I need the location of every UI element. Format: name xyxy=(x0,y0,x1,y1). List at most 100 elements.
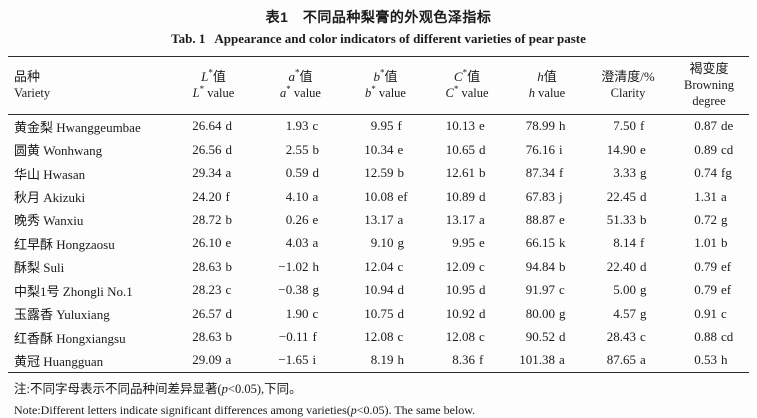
cell-number: 1.93 xyxy=(285,118,309,134)
cell-number: 28.63 xyxy=(192,258,222,274)
significance-letter: a xyxy=(397,211,404,227)
a-value-cell: −0.11 f xyxy=(257,325,344,348)
column-header-c-value: C*值 C* value xyxy=(427,56,507,115)
h-value-cell: 88.87 e xyxy=(507,208,587,231)
table-row: 秋月 Akizuki 24.20 f 4.10 a 10.08 ef 10.89 d 67.83 j… xyxy=(8,185,749,208)
cell-number: −0.38 xyxy=(278,282,309,298)
a-value-cell: −0.38 g xyxy=(257,279,344,302)
variety-cell: 玉露香 Yuluxiang xyxy=(14,307,110,323)
significance-letter: e xyxy=(479,118,485,134)
browning-degree-cell: 0.79 ef xyxy=(669,279,749,302)
cell-number: 1.01 xyxy=(694,235,717,251)
table-row: 圆黄 Wonhwang 26.56 d 2.55 b 10.34 e 10.65 d 76.16 i… xyxy=(8,138,749,161)
significance-letter: c xyxy=(312,118,319,134)
variety-cell: 红香酥 Hongxiangsu xyxy=(14,330,126,346)
header-zh: 褐变度 xyxy=(689,61,729,76)
cell-number: 0.87 xyxy=(694,118,717,134)
significance-letter: i xyxy=(559,141,563,157)
browning-degree-cell: 0.91 c xyxy=(669,302,749,325)
h-value-cell: 94.84 b xyxy=(507,255,587,278)
h-value-cell: 101.38 a xyxy=(507,349,587,372)
table-header: 品种 Variety L*值 L* value a*值 a* value b*值 b* val… xyxy=(8,56,749,115)
cell-number: 0.59 xyxy=(285,165,309,181)
cell-number: 0.88 xyxy=(694,329,717,345)
c-value-cell: 12.08 c xyxy=(427,325,507,348)
cell-number: 0.72 xyxy=(694,211,717,227)
cell-number: 94.84 xyxy=(525,258,555,274)
significance-letter: a xyxy=(225,165,232,181)
l-value-cell: 29.34 a xyxy=(170,161,257,184)
significance-letter: a xyxy=(312,188,319,204)
header-zh: a*值 xyxy=(288,67,313,84)
h-value-cell: 76.16 i xyxy=(507,138,587,161)
significance-letter: de xyxy=(721,118,734,134)
header-zh: 品种 xyxy=(14,69,41,84)
significance-letter: b xyxy=(640,211,647,227)
variety-cell: 酥梨 Suli xyxy=(14,260,65,276)
browning-degree-cell: 0.89 cd xyxy=(669,138,749,161)
cell-number: 0.26 xyxy=(285,211,309,227)
b-value-cell: 10.08 ef xyxy=(344,185,427,208)
cell-number: 80.00 xyxy=(525,305,555,321)
significance-letter: a xyxy=(312,235,319,251)
significance-letter: fg xyxy=(721,165,732,181)
header-en: Variety xyxy=(14,86,51,100)
c-value-cell: 8.36 f xyxy=(427,349,507,372)
column-header-h-value: h值 h value xyxy=(507,56,587,115)
significance-letter: f xyxy=(640,235,645,251)
l-value-cell: 28.72 b xyxy=(170,208,257,231)
l-value-cell: 26.57 d xyxy=(170,302,257,325)
significance-letter: c xyxy=(479,329,485,345)
significance-letter: b xyxy=(479,165,486,181)
cell-number: 7.50 xyxy=(613,118,636,134)
cell-number: 10.13 xyxy=(445,118,475,134)
clarity-cell: 22.40 d xyxy=(587,255,669,278)
cell-number: 10.08 xyxy=(364,188,394,204)
h-value-cell: 91.97 c xyxy=(507,279,587,302)
cell-number: 26.10 xyxy=(192,235,222,251)
significance-letter: d xyxy=(479,282,486,298)
significance-letter: f xyxy=(312,329,317,345)
significance-letter: c xyxy=(397,258,404,274)
header-en: Browning degree xyxy=(684,78,734,108)
significance-letter: g xyxy=(397,235,405,251)
significance-letter: a xyxy=(721,188,727,204)
significance-letter: a xyxy=(640,352,646,368)
cell-number: −1.65 xyxy=(278,352,309,368)
clarity-cell: 51.33 b xyxy=(587,208,669,231)
significance-letter: d xyxy=(640,258,647,274)
significance-letter: a xyxy=(225,352,232,368)
significance-letter: cd xyxy=(721,329,734,345)
a-value-cell: 4.10 a xyxy=(257,185,344,208)
cell-number: 28.63 xyxy=(192,329,222,345)
c-value-cell: 10.92 d xyxy=(427,302,507,325)
header-zh: h值 xyxy=(537,69,557,84)
pear-paste-color-table: 品种 Variety L*值 L* value a*值 a* value b*值 b* val… xyxy=(8,56,749,373)
significance-letter: b xyxy=(225,329,233,345)
table-row: 中梨1号 Zhongli No.1 28.23 c −0.38 g 10.94 d 10.95… xyxy=(8,279,749,302)
significance-letter: c xyxy=(640,329,646,345)
header-en: L* value xyxy=(192,83,235,100)
cell-number: 22.45 xyxy=(606,188,636,204)
b-value-cell: 9.10 g xyxy=(344,232,427,255)
significance-letter: h xyxy=(559,118,566,134)
cell-number: 28.43 xyxy=(606,329,636,345)
significance-letter: g xyxy=(640,165,647,181)
cell-number: 13.17 xyxy=(364,211,394,227)
clarity-cell: 87.65 a xyxy=(587,349,669,372)
cell-number: 28.72 xyxy=(192,211,222,227)
clarity-cell: 22.45 d xyxy=(587,185,669,208)
column-header-clarity: 澄清度/% Clarity xyxy=(587,56,669,115)
l-value-cell: 28.63 b xyxy=(170,325,257,348)
cell-number: 0.89 xyxy=(694,141,717,157)
significance-letter: b xyxy=(225,258,233,274)
clarity-cell: 8.14 f xyxy=(587,232,669,255)
cell-number: 76.16 xyxy=(525,141,555,157)
header-zh: C*值 xyxy=(453,67,481,84)
browning-degree-cell: 0.79 ef xyxy=(669,255,749,278)
cell-number: 3.33 xyxy=(613,165,636,181)
cell-number: 1.31 xyxy=(694,188,717,204)
significance-letter: f xyxy=(640,118,645,134)
variety-cell: 红早酥 Hongzaosu xyxy=(14,236,115,252)
significance-letter: j xyxy=(559,188,563,204)
